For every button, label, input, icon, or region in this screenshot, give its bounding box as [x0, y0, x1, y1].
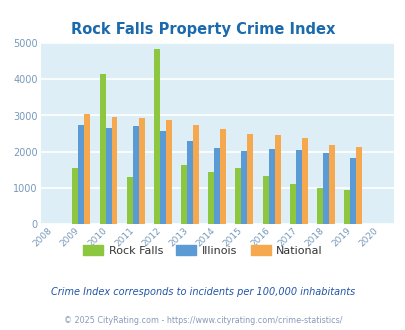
Bar — [105, 128, 111, 224]
Legend: Rock Falls, Illinois, National: Rock Falls, Illinois, National — [79, 241, 326, 260]
Bar — [247, 134, 253, 224]
Bar — [78, 125, 84, 224]
Bar — [187, 141, 192, 224]
Bar — [355, 147, 361, 224]
Bar — [160, 131, 166, 224]
Bar — [262, 176, 268, 224]
Bar — [208, 172, 214, 224]
Bar — [111, 117, 117, 224]
Text: © 2025 CityRating.com - https://www.cityrating.com/crime-statistics/: © 2025 CityRating.com - https://www.city… — [64, 315, 341, 325]
Bar — [220, 129, 226, 224]
Bar — [181, 164, 187, 224]
Bar — [153, 50, 160, 224]
Bar — [349, 158, 355, 224]
Bar — [99, 74, 105, 224]
Bar — [316, 188, 322, 224]
Bar — [268, 149, 274, 224]
Text: Crime Index corresponds to incidents per 100,000 inhabitants: Crime Index corresponds to incidents per… — [51, 287, 354, 297]
Bar — [289, 184, 295, 224]
Bar — [322, 153, 328, 224]
Bar — [235, 168, 241, 224]
Bar — [214, 148, 220, 224]
Bar — [343, 190, 349, 224]
Bar — [295, 150, 301, 224]
Bar — [84, 114, 90, 224]
Bar — [274, 135, 280, 224]
Text: Rock Falls Property Crime Index: Rock Falls Property Crime Index — [70, 22, 335, 37]
Bar — [139, 118, 144, 224]
Bar — [241, 151, 247, 224]
Bar — [192, 124, 198, 224]
Bar — [132, 126, 139, 224]
Bar — [301, 138, 307, 224]
Bar — [166, 120, 171, 224]
Bar — [126, 177, 132, 224]
Bar — [328, 145, 334, 224]
Bar — [72, 168, 78, 224]
